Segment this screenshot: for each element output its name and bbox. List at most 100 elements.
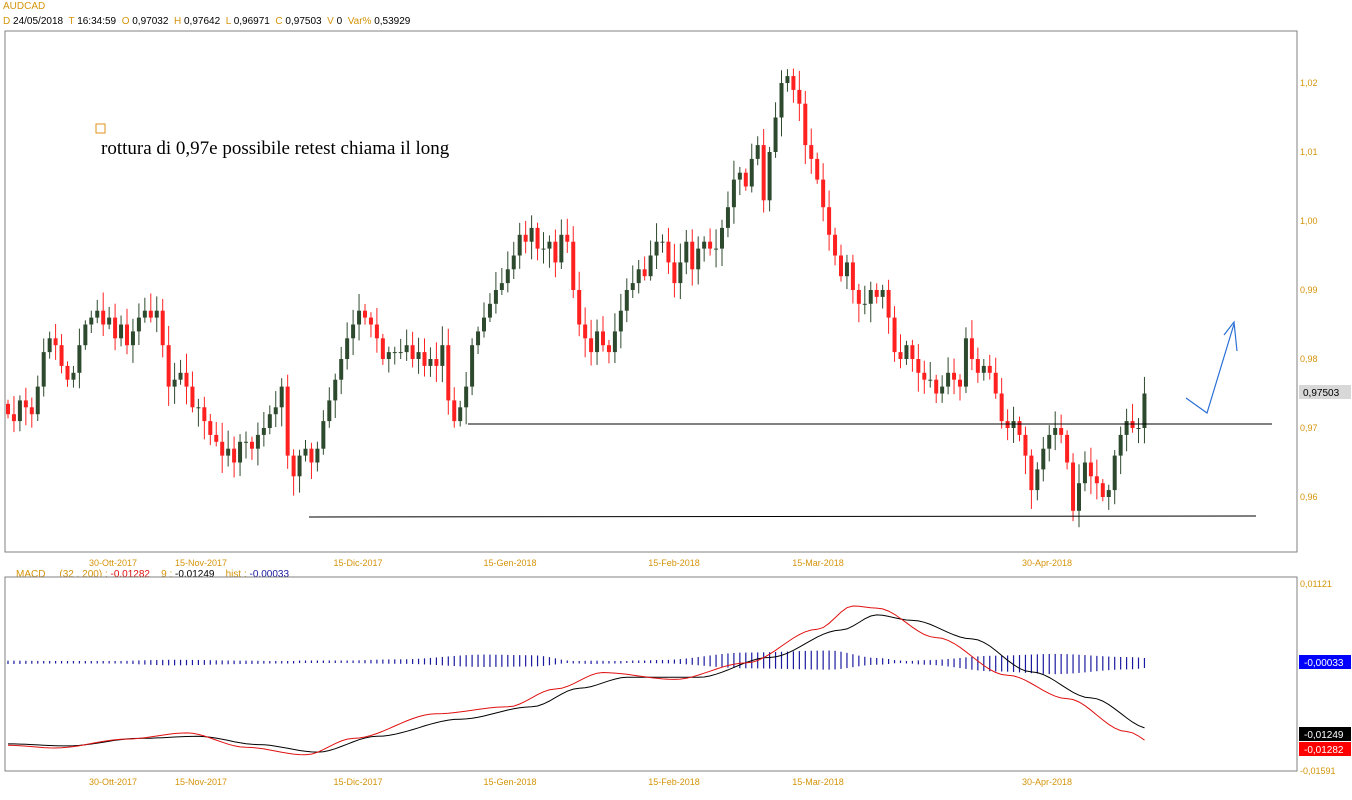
- candle-body: [725, 207, 730, 228]
- candle-body: [606, 345, 611, 353]
- candle-body: [708, 241, 713, 249]
- candle-body: [630, 283, 635, 290]
- date-tick-label: 30-Apr-2018: [1022, 777, 1072, 787]
- date-tick-label: 15-Gen-2018: [483, 777, 536, 787]
- candle-body: [618, 310, 623, 332]
- candle-body: [333, 379, 338, 401]
- candle-body: [125, 324, 129, 346]
- candle-body: [571, 241, 576, 290]
- volume-key: V: [327, 16, 334, 27]
- candle-body: [940, 386, 945, 394]
- candle-body: [1029, 455, 1034, 491]
- date-tick-label: 15-Mar-2018: [792, 777, 844, 787]
- date-tick-label: 30-Ott-2017: [89, 777, 137, 787]
- candle-body: [309, 448, 314, 463]
- candle-body: [743, 172, 748, 187]
- candle-body: [1041, 448, 1046, 470]
- candle-body: [654, 241, 659, 256]
- candle-body: [880, 290, 885, 297]
- hist-value: -0,00033: [249, 569, 290, 580]
- candle-body: [809, 145, 814, 159]
- candle-body: [374, 324, 379, 339]
- candle-body: [892, 317, 897, 353]
- candle-body: [59, 345, 64, 366]
- candle-body: [154, 310, 159, 318]
- candle-body: [886, 290, 891, 318]
- candle-body: [797, 89, 802, 104]
- candle-body: [434, 359, 439, 366]
- candle-body: [1094, 476, 1099, 484]
- candle-body: [666, 241, 671, 263]
- date-axis-top: 30-Ott-2017 15-Nov-2017 15-Dic-2017 15-Gen-…: [89, 558, 1072, 568]
- candle-body: [297, 455, 302, 477]
- support-lines[interactable]: [308, 423, 1272, 518]
- candle-body: [969, 338, 974, 359]
- hist-badge: [1299, 655, 1351, 669]
- candle-body: [660, 241, 665, 243]
- candlesticks[interactable]: [6, 68, 1147, 528]
- candle-body: [493, 290, 498, 304]
- candle-body: [714, 248, 719, 250]
- close-key: C: [275, 16, 283, 27]
- candle-body: [315, 448, 320, 463]
- price-tick-label: 0,97: [1300, 423, 1318, 433]
- candle-body: [23, 400, 28, 408]
- candle-body: [1017, 421, 1022, 435]
- macd-badge: [1299, 742, 1351, 756]
- candle-body: [827, 207, 832, 235]
- candle-body: [952, 372, 957, 380]
- date-tick-label: 15-Gen-2018: [483, 558, 536, 568]
- candle-body: [589, 338, 594, 353]
- candle-body: [35, 386, 40, 415]
- candle-body: [773, 117, 778, 152]
- candle-body: [476, 331, 481, 346]
- candle-body: [624, 290, 629, 311]
- candle-body: [541, 248, 546, 250]
- candle-body: [684, 241, 689, 263]
- price-tick-label: 1,01: [1300, 147, 1318, 157]
- date-axis-bottom: 30-Ott-2017 15-Nov-2017 15-Dic-2017 15-Gen-…: [89, 777, 1072, 787]
- candle-body: [172, 379, 177, 387]
- candle-body: [291, 455, 296, 477]
- candle-body: [470, 345, 475, 387]
- symbol-title: AUDCAD: [3, 1, 46, 12]
- annotation-text[interactable]: rottura di 0,97e possibile retest chiama…: [101, 138, 450, 159]
- candle-body: [833, 234, 838, 256]
- candle-body: [339, 359, 344, 380]
- candle-body: [1071, 462, 1076, 511]
- high-key: H: [173, 16, 182, 27]
- candle-body: [1106, 490, 1111, 497]
- candle-body: [261, 428, 266, 435]
- forecast-arrow[interactable]: [1185, 323, 1235, 414]
- date-key: D: [3, 16, 11, 27]
- candle-body: [321, 421, 326, 449]
- candle-body: [1142, 393, 1147, 428]
- candle-body: [1023, 434, 1028, 456]
- support-line-lower[interactable]: [308, 515, 1257, 518]
- candle-body: [612, 331, 617, 353]
- macd-name: MACD: [16, 569, 46, 580]
- candle-body: [368, 317, 373, 325]
- candle-body: [577, 290, 582, 325]
- date-tick-label: 30-Ott-2017: [89, 558, 137, 568]
- macd-bottom-tick: -0,01591: [1300, 766, 1336, 776]
- macd-panel-frame: [4, 576, 1298, 772]
- candle-body: [1124, 421, 1129, 435]
- text-annotation-handle[interactable]: [95, 123, 106, 134]
- candle-body: [946, 372, 951, 387]
- date-tick-label: 15-Mar-2018: [792, 558, 844, 568]
- candle-body: [178, 372, 183, 380]
- candle-body: [505, 269, 510, 284]
- candle-body: [303, 448, 308, 456]
- candle-body: [440, 345, 445, 366]
- candle-body: [196, 407, 201, 409]
- signal-badge: [1299, 727, 1351, 741]
- candle-body: [595, 331, 600, 353]
- candle-body: [922, 372, 927, 380]
- candle-body: [487, 303, 492, 318]
- candle-body: [1077, 483, 1081, 511]
- candle-body: [1100, 483, 1105, 497]
- candle-body: [850, 262, 855, 290]
- candle-body: [47, 338, 52, 353]
